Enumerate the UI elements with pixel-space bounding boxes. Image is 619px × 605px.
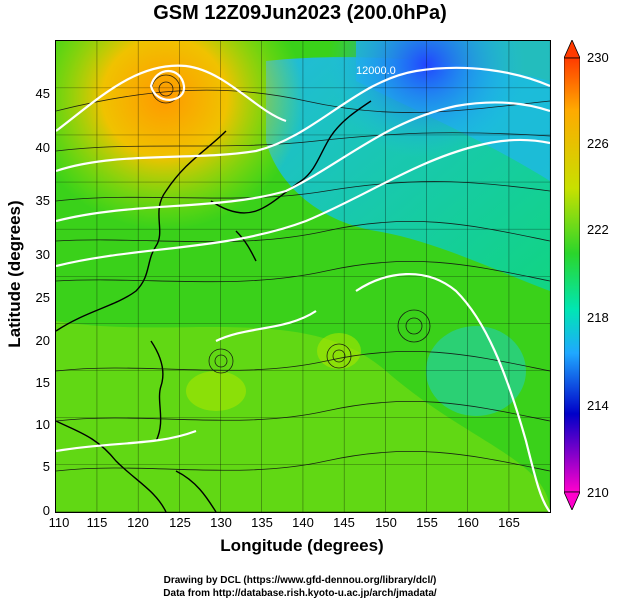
y-tick-label: 10 bbox=[35, 417, 50, 432]
colorbar-tick: 210 bbox=[587, 485, 609, 500]
x-tick-label: 120 bbox=[127, 515, 149, 530]
colorbar-tick: 230 bbox=[587, 50, 609, 65]
map-plot-area[interactable]: 12000.0 bbox=[55, 40, 551, 513]
contours bbox=[56, 64, 550, 512]
x-tick-label: 135 bbox=[251, 515, 273, 530]
x-tick-label: 150 bbox=[375, 515, 397, 530]
colorbar bbox=[563, 39, 581, 511]
colorbar-tick: 226 bbox=[587, 136, 609, 151]
y-tick-label: 45 bbox=[35, 86, 50, 101]
credit-line-2: Data from http://database.rish.kyoto-u.a… bbox=[163, 588, 437, 599]
x-tick-label: 155 bbox=[416, 515, 438, 530]
colorbar-tick: 218 bbox=[587, 310, 609, 325]
y-tick-label: 35 bbox=[35, 193, 50, 208]
chart-title: GSM 12Z09Jun2023 (200.0hPa) bbox=[153, 2, 447, 24]
y-tick-label: 25 bbox=[35, 290, 50, 305]
x-tick-label: 115 bbox=[86, 515, 108, 530]
colorbar-bottom-arrow bbox=[563, 491, 581, 511]
y-tick-label: 30 bbox=[35, 247, 50, 262]
x-tick-label: 145 bbox=[333, 515, 355, 530]
y-tick-label: 15 bbox=[35, 375, 50, 390]
y-axis-label: Latitude (degrees) bbox=[5, 200, 24, 348]
x-tick-label: 140 bbox=[292, 515, 314, 530]
streamlines bbox=[56, 74, 550, 472]
x-tick-label: 130 bbox=[210, 515, 232, 530]
x-axis-label: Longitude (degrees) bbox=[220, 536, 384, 555]
y-tick-label: 0 bbox=[42, 503, 50, 518]
y-tick-label: 20 bbox=[35, 333, 50, 348]
x-tick-label: 160 bbox=[457, 515, 479, 530]
x-tick-label: 165 bbox=[498, 515, 520, 530]
coastlines bbox=[56, 100, 372, 512]
contour-label: 12000.0 bbox=[356, 65, 396, 77]
colorbar-top-arrow bbox=[563, 39, 581, 59]
colorbar-tick: 214 bbox=[587, 398, 609, 413]
credit-line-1: Drawing by DCL (https://www.gfd-dennou.o… bbox=[163, 575, 437, 586]
x-tick-label: 110 bbox=[48, 515, 70, 530]
colorbar-gradient bbox=[563, 57, 581, 493]
y-tick-label: 40 bbox=[35, 140, 50, 155]
y-tick-label: 5 bbox=[42, 459, 50, 474]
colorbar-tick: 222 bbox=[587, 222, 609, 237]
x-tick-label: 125 bbox=[169, 515, 191, 530]
temperature-streamline-map bbox=[56, 41, 550, 512]
